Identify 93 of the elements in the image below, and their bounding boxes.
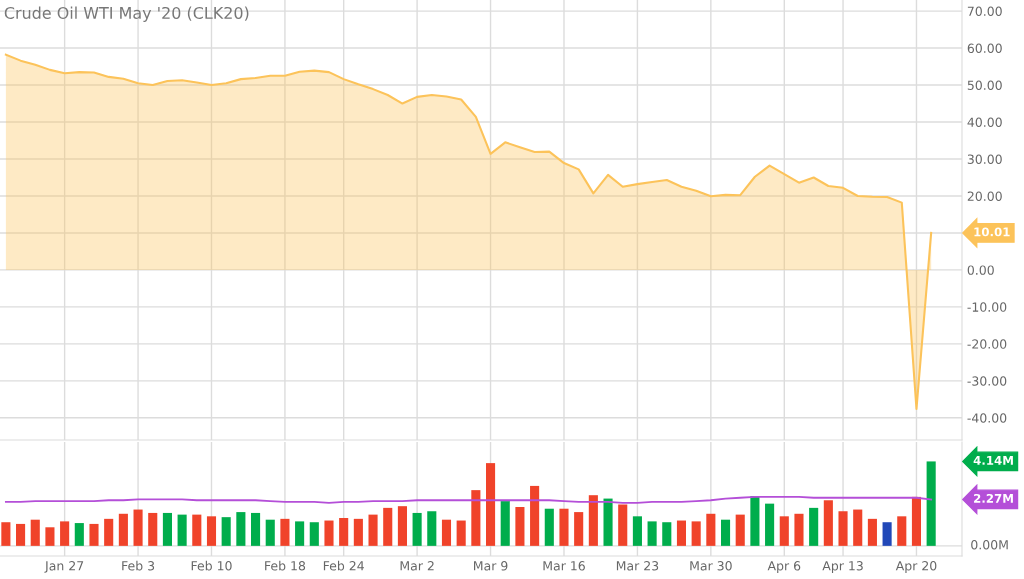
bar: [794, 513, 804, 546]
y-tick-label: 40.00: [967, 117, 1002, 127]
bar: [515, 507, 525, 546]
bar: [853, 509, 863, 546]
text: 0.00M: [971, 540, 1008, 550]
bar: [530, 485, 540, 546]
bar: [148, 512, 158, 546]
bar: [30, 519, 40, 546]
bar: [1, 522, 11, 546]
bar: [118, 513, 128, 546]
bar: [441, 519, 452, 546]
bar: [588, 495, 598, 546]
bar: [485, 463, 496, 546]
bar: [765, 503, 775, 546]
bar: [16, 523, 26, 546]
bar: [133, 509, 143, 546]
x-tick-label: Feb 10: [191, 560, 232, 571]
bar: [647, 521, 657, 546]
bar: [339, 518, 349, 546]
x-tick-label: Feb 3: [122, 560, 155, 571]
bar: [676, 520, 687, 546]
bar: [177, 514, 187, 546]
bar: [706, 513, 716, 546]
bar: [500, 501, 510, 546]
bar: [412, 512, 422, 546]
y-tick-label: 0.00: [967, 265, 994, 275]
text: 10.01: [974, 227, 1010, 237]
bar: [735, 514, 745, 546]
y-tick-label: 50.00: [967, 80, 1002, 90]
bar: [368, 514, 378, 546]
x-tick-label: Apr 6: [767, 561, 801, 573]
x-tick-label: Apr 20: [895, 561, 937, 573]
x-tick-label: Feb 24: [323, 560, 364, 571]
bar: [559, 508, 569, 546]
bar: [471, 490, 481, 546]
bar: [809, 507, 819, 546]
y-tick-label: 20.00: [967, 191, 1002, 201]
x-tick-label: Jan 27: [44, 561, 84, 573]
bar: [324, 520, 334, 546]
bar: [45, 527, 55, 546]
bar: [882, 522, 892, 546]
bar: [221, 517, 231, 546]
bar: [104, 518, 114, 546]
chart-title: Crude Oil WTI May '20 (CLK20): [4, 6, 249, 23]
y-tick-label: 60.00: [967, 43, 1002, 53]
bar: [89, 523, 99, 546]
x-tick-label: Feb 18: [265, 560, 306, 571]
bar: [295, 521, 305, 546]
x-tick-label: Mar 2: [400, 561, 434, 571]
x-tick-label: Apr 13: [822, 561, 863, 573]
bar: [456, 520, 466, 546]
text: 2.27M: [974, 493, 1013, 503]
x-tick-label: Mar 23: [616, 561, 659, 571]
bar: [838, 511, 848, 546]
bar: [74, 523, 84, 546]
text: 4.14M: [973, 456, 1013, 465]
bar: [574, 512, 584, 546]
bar: [603, 498, 613, 546]
bar: [236, 512, 246, 546]
bar: [618, 504, 628, 546]
bar: [691, 521, 701, 546]
bar: [632, 516, 642, 546]
bar: [251, 512, 261, 546]
bar: [427, 511, 437, 546]
bar: [192, 514, 202, 546]
bar: [662, 522, 672, 546]
bar: [779, 516, 789, 546]
bar: [353, 518, 363, 546]
y-tick-label: -10.00: [967, 302, 1007, 312]
bar: [720, 519, 731, 546]
x-tick-label: Mar 16: [543, 561, 585, 571]
y-tick-label: -30.00: [967, 376, 1007, 386]
bar: [206, 516, 217, 546]
bar: [397, 506, 407, 546]
bar: [309, 522, 319, 546]
bar: [897, 516, 907, 546]
bar: [867, 518, 877, 546]
y-tick-label: 30.00: [967, 154, 1002, 164]
bar: [162, 512, 172, 546]
bar: [911, 496, 922, 546]
x-tick-label: Mar 9: [474, 561, 508, 571]
bar: [750, 496, 760, 546]
bar: [265, 519, 275, 546]
x-tick-label: Mar 30: [690, 561, 732, 571]
bar: [383, 507, 393, 546]
y-tick-label: -40.00: [967, 413, 1007, 423]
y-tick-label: 70.00: [967, 6, 1002, 17]
y-tick-label: -20.00: [967, 339, 1007, 349]
bar: [280, 518, 290, 546]
bar: [544, 508, 554, 546]
bar: [60, 521, 70, 546]
bar: [823, 500, 833, 546]
bar: [926, 461, 936, 546]
